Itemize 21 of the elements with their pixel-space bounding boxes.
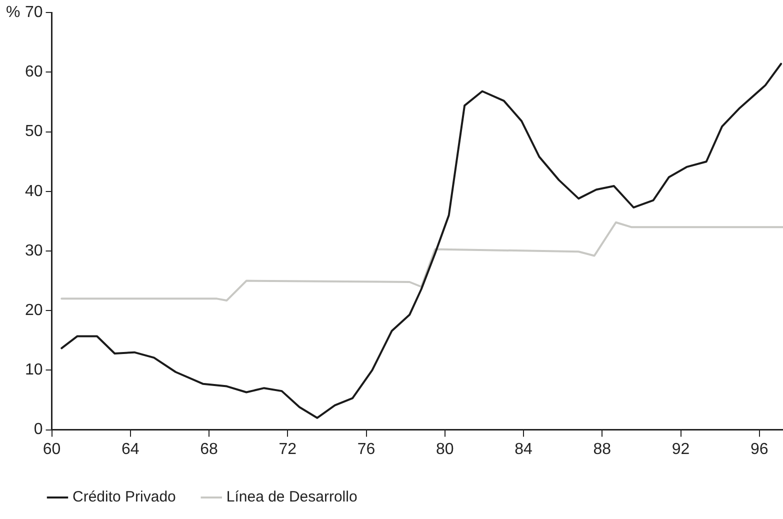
x-tick-label: 88	[593, 440, 612, 458]
x-tick-label: 72	[278, 440, 297, 458]
y-tick-label: 70	[25, 4, 43, 22]
x-tick-label: 68	[200, 440, 218, 458]
x-tick-label: 64	[122, 440, 140, 458]
y-tick-label: 0	[34, 421, 43, 438]
x-tick-label: 96	[750, 440, 768, 458]
y-tick-label: 20	[25, 302, 43, 320]
x-tick-label: 60	[42, 440, 61, 458]
legend-label: Línea de Desarrollo	[226, 488, 358, 506]
y-tick-label: 30	[25, 242, 43, 260]
legend-label: Crédito Privado	[72, 488, 176, 506]
y-axis-title: %	[6, 4, 20, 22]
y-tick-label: 10	[25, 362, 43, 379]
y-tick-label: 40	[25, 182, 43, 200]
x-tick-label: 76	[357, 440, 376, 458]
y-tick-label: 50	[25, 123, 43, 140]
x-tick-label: 92	[672, 440, 690, 458]
x-tick-label: 80	[436, 440, 454, 458]
x-tick-label: 84	[514, 440, 533, 458]
y-tick-label: 60	[25, 64, 43, 81]
